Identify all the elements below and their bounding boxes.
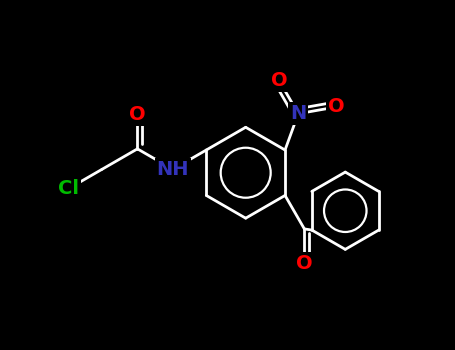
Text: O: O — [129, 105, 146, 124]
Text: N: N — [290, 104, 306, 123]
Text: Cl: Cl — [58, 179, 79, 198]
Text: O: O — [328, 98, 344, 117]
Text: O: O — [296, 253, 313, 273]
Text: NH: NH — [157, 160, 189, 179]
Text: O: O — [271, 71, 287, 90]
